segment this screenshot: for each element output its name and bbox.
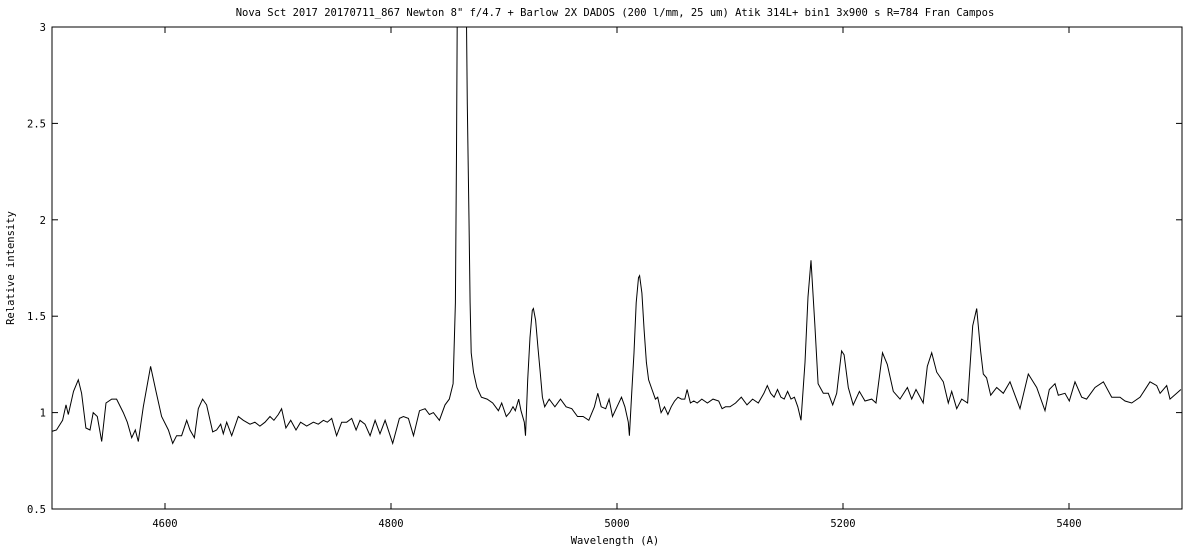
y-tick-label: 0.5 <box>27 504 46 516</box>
plot-frame <box>51 26 1183 510</box>
y-tick-label: 1.5 <box>27 311 46 323</box>
y-tick-label: 2.5 <box>27 118 46 130</box>
x-tick-label: 5000 <box>604 518 629 530</box>
y-tick-label: 3 <box>40 22 46 34</box>
spectrum-series-line <box>52 27 1182 446</box>
y-tick-label: 1 <box>40 408 46 420</box>
chart-title: Nova Sct 2017 20170711_867 Newton 8" f/4… <box>236 7 995 19</box>
y-axis-label: Relative intensity <box>5 211 17 325</box>
x-tick-label: 5400 <box>1056 518 1081 530</box>
x-tick-label: 5200 <box>830 518 855 530</box>
axis-ticks: 4600 4800 5000 5200 5400 0.5 1 1.5 2 2.5 3 <box>27 22 1182 530</box>
x-tick-label: 4800 <box>378 518 403 530</box>
y-tick-label: 2 <box>40 215 46 227</box>
x-axis-label: Wavelength (A) <box>571 535 660 547</box>
x-tick-label: 4600 <box>152 518 177 530</box>
